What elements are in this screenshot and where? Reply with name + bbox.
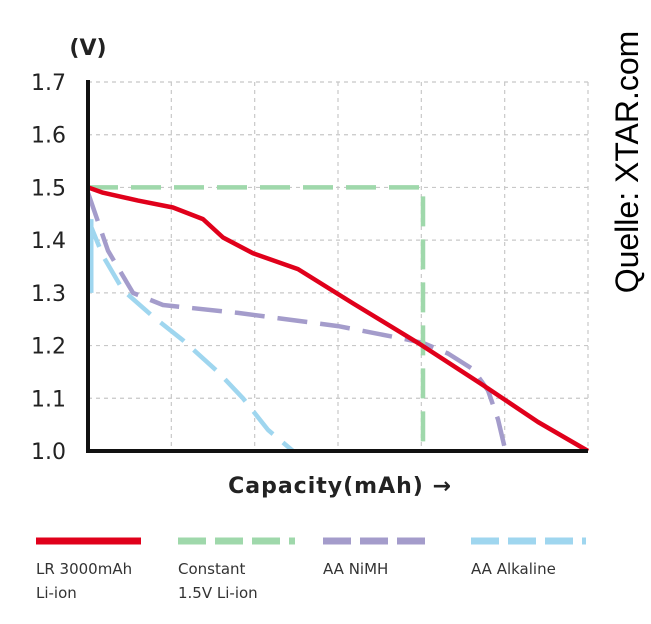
legend-item-2: AA NiMH xyxy=(323,537,433,578)
y-tick-label: 1.0 xyxy=(31,440,66,465)
legend-label: AA Alkaline xyxy=(471,560,556,578)
legend-item-0: LR 3000mAh Li-ion xyxy=(36,537,141,602)
legend-label: 1.5V Li-ion xyxy=(178,584,258,602)
legend-label: LR 3000mAh xyxy=(36,560,132,578)
y-tick-label: 1.5 xyxy=(31,176,66,201)
legend-label: AA NiMH xyxy=(323,560,388,578)
y-axis-unit: (V) xyxy=(69,36,106,61)
y-tick-label: 1.1 xyxy=(31,387,66,412)
series-lines xyxy=(85,185,590,453)
legend-item-3: AA Alkaline xyxy=(471,537,586,578)
grid xyxy=(88,81,589,451)
y-tick-label: 1.4 xyxy=(31,229,66,254)
legend-label: Constant xyxy=(178,560,246,578)
legend: LR 3000mAh Li-ion Constant 1.5V Li-ion AA Ni… xyxy=(36,537,586,602)
y-tick-label: 1.3 xyxy=(31,282,66,307)
series-line-2 xyxy=(85,191,508,452)
x-axis-label: Capacity(mAh) → xyxy=(228,474,452,499)
source-credit: Quelle: XTAR.com xyxy=(609,31,645,294)
axes xyxy=(86,80,588,453)
y-tick-label: 1.2 xyxy=(31,335,66,360)
y-tick-label: 1.6 xyxy=(31,124,66,149)
legend-label: Li-ion xyxy=(36,584,77,602)
y-tick-labels: 1.7 1.6 1.5 1.4 1.3 1.2 1.1 1.0 xyxy=(31,71,66,465)
series-line-1 xyxy=(88,185,426,451)
y-tick-label: 1.7 xyxy=(31,71,66,96)
legend-item-1: Constant 1.5V Li-ion xyxy=(178,537,295,602)
series-line-0 xyxy=(87,185,590,453)
series-line-3 xyxy=(85,218,295,453)
